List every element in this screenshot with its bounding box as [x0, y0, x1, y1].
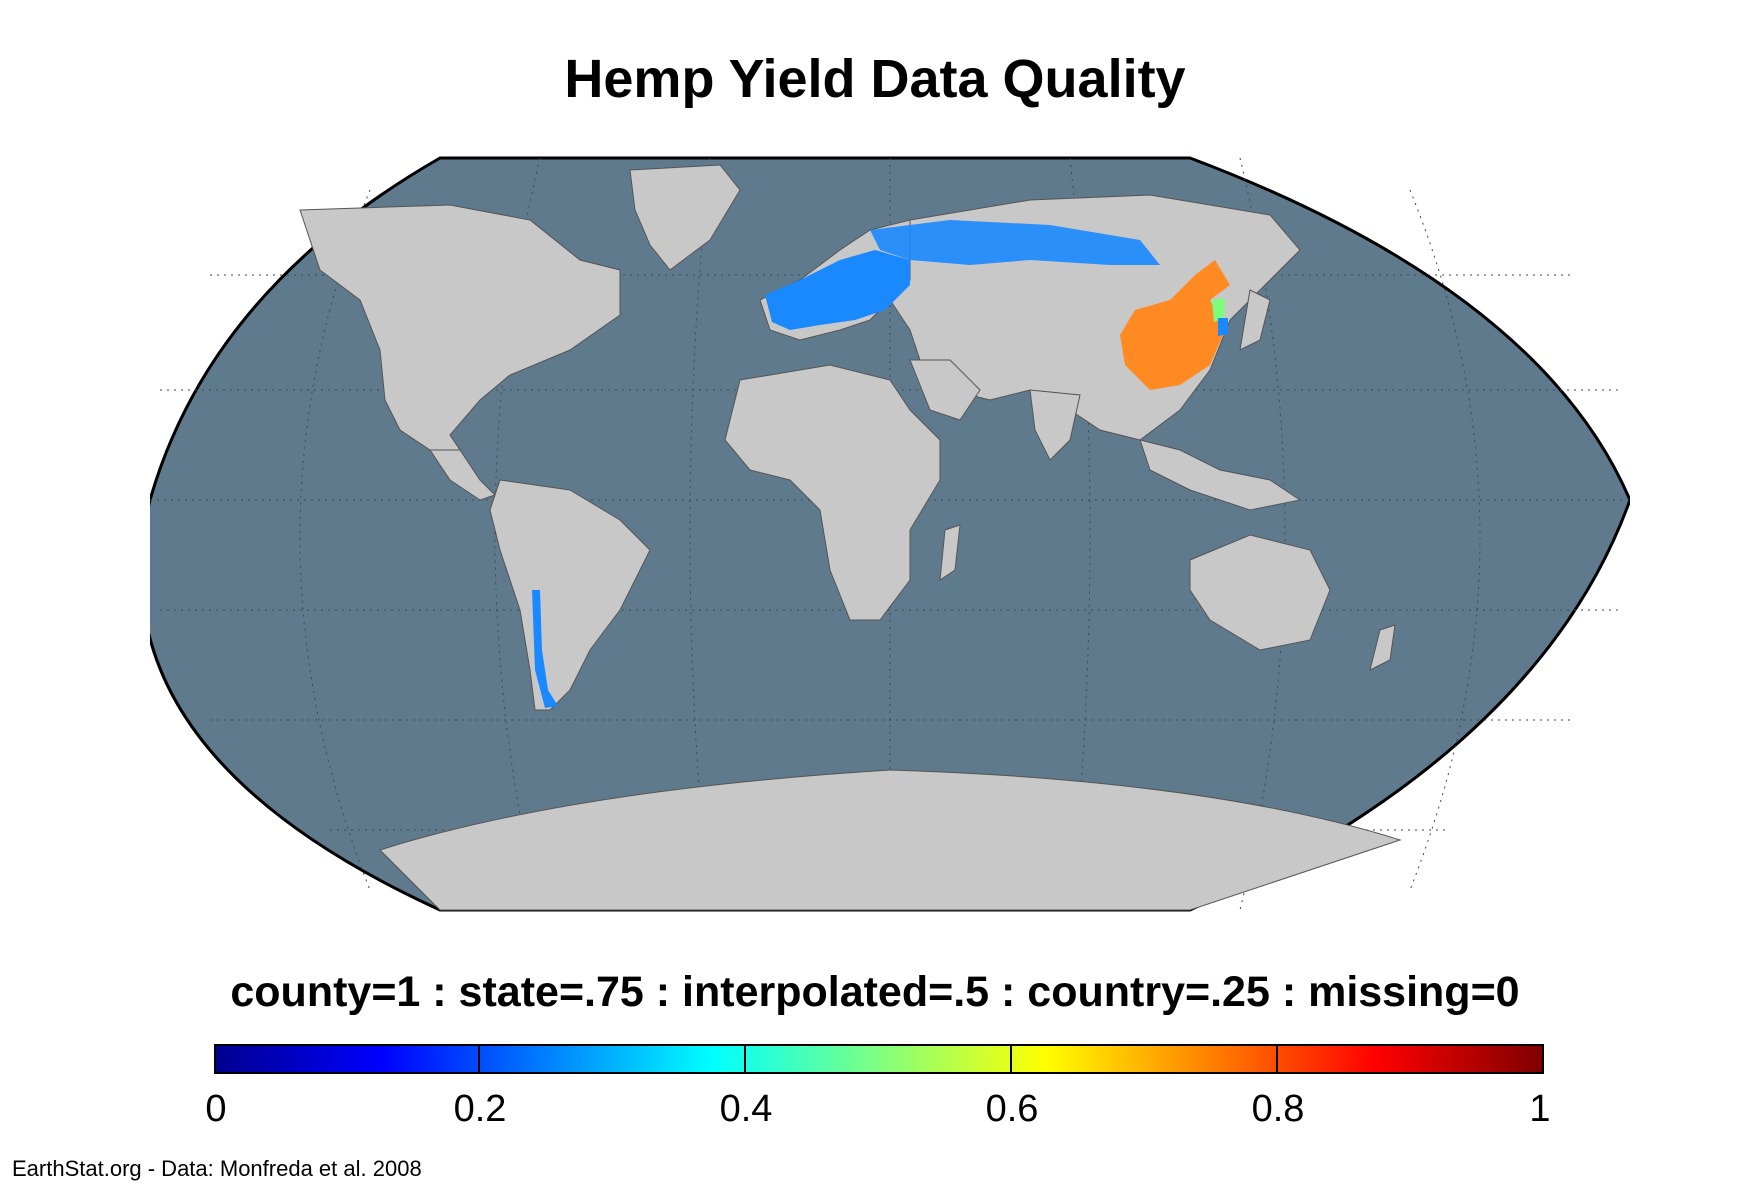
colorbar [214, 1044, 1544, 1074]
colorbar-tick-label: 0.6 [985, 1088, 1039, 1130]
credit-text: EarthStat.org - Data: Monfreda et al. 20… [12, 1156, 422, 1181]
colorbar-tick-label: 0.8 [1251, 1088, 1305, 1130]
colorbar-tick-label: 0.2 [453, 1088, 507, 1130]
india [1029, 389, 1081, 461]
new-zealand [1369, 624, 1396, 671]
north-america [299, 204, 621, 451]
legend-description: county=1 : state=.75 : interpolated=.5 :… [230, 968, 1520, 1016]
region-south-korea [1218, 318, 1228, 336]
world-map [150, 156, 1630, 912]
colorbar-tick-label: 0 [205, 1088, 227, 1130]
region-north-korea [1212, 298, 1225, 322]
africa [724, 364, 941, 621]
japan [1239, 289, 1271, 351]
colorbar-tick [1010, 1044, 1012, 1074]
arabian-peninsula [909, 359, 981, 421]
colorbar-tick [744, 1044, 746, 1074]
colorbar-tick-label: 0.4 [719, 1088, 773, 1130]
colorbar-tick-label: 1 [1529, 1088, 1551, 1130]
region-europe [765, 250, 910, 330]
region-chile [532, 590, 558, 708]
region-china [1120, 260, 1230, 390]
australia [1189, 534, 1331, 651]
map-title: Hemp Yield Data Quality [564, 49, 1186, 109]
region-russia [870, 220, 1160, 265]
colorbar-tick [1276, 1044, 1278, 1074]
data-quality-regions [532, 220, 1230, 708]
colorbar-tick [478, 1044, 480, 1074]
greenland [629, 164, 741, 271]
madagascar [939, 524, 961, 582]
southeast-asia [1139, 439, 1302, 511]
antarctica [379, 769, 1402, 911]
south-america [489, 479, 651, 711]
